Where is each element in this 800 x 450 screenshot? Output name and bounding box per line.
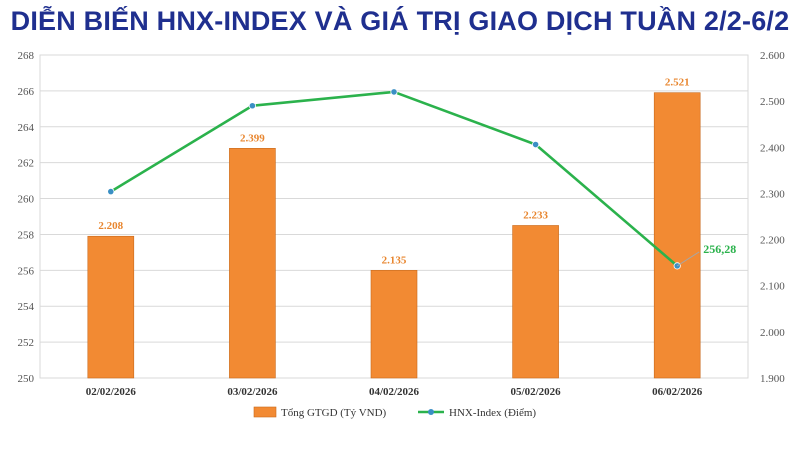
bars-series: 2.208 2.399 2.135 2.233 2.521	[87, 77, 701, 379]
bar	[653, 92, 701, 379]
category-label: 04/02/2026	[369, 386, 420, 398]
right-axis: 1.900 2.000 2.100 2.200 2.300 2.400 2.500 2.600	[760, 50, 785, 385]
left-axis: 250 252 254 256 258 260 262 264 266 268	[18, 50, 35, 385]
right-tick-label: 2.300	[760, 188, 785, 200]
left-tick-label: 268	[18, 50, 35, 62]
legend-label: Tổng GTGD (Tỷ VND)	[281, 407, 387, 419]
bar	[229, 148, 276, 379]
legend-label: HNX-Index (Điểm)	[449, 407, 536, 419]
bar	[87, 235, 135, 379]
legend-swatch-marker	[428, 409, 434, 415]
line-point	[390, 88, 398, 96]
hnx-index-line	[110, 90, 679, 267]
right-tick-label: 1.900	[760, 373, 785, 385]
right-tick-label: 2.500	[760, 96, 785, 108]
callout-leader	[676, 251, 700, 267]
bar	[370, 270, 418, 379]
left-tick-label: 264	[18, 122, 35, 134]
right-tick-label: 2.000	[760, 327, 785, 339]
category-axis: 02/02/2026 03/02/2026 04/02/2026 05/02/2026…	[86, 386, 703, 398]
right-tick-label: 2.100	[760, 281, 785, 293]
bar-data-label: 2.233	[523, 209, 548, 221]
line-point	[107, 187, 115, 196]
right-tick-label: 2.200	[760, 235, 785, 247]
right-tick-label: 2.600	[760, 50, 785, 62]
bar-data-label: 2.135	[382, 254, 407, 266]
line-point	[248, 102, 256, 110]
line-series: 256,28	[107, 88, 736, 270]
line-point	[531, 140, 540, 149]
bar	[512, 225, 559, 379]
category-label: 06/02/2026	[652, 386, 703, 398]
left-tick-label: 254	[18, 301, 35, 313]
bar-data-label: 2.399	[240, 132, 265, 144]
right-tick-label: 2.400	[760, 142, 785, 154]
left-tick-label: 260	[18, 194, 35, 206]
bar-data-label: 2.521	[665, 77, 690, 89]
bar-data-label: 2.208	[98, 220, 123, 232]
category-label: 03/02/2026	[227, 386, 278, 398]
line-data-label: 256,28	[703, 242, 736, 256]
category-label: 05/02/2026	[511, 386, 562, 398]
category-label: 02/02/2026	[86, 386, 137, 398]
left-tick-label: 258	[18, 229, 35, 241]
left-tick-label: 266	[18, 86, 35, 98]
left-tick-label: 256	[18, 265, 35, 277]
chart-title: DIỄN BIẾN HNX-INDEX VÀ GIÁ TRỊ GIAO DỊCH…	[10, 6, 790, 36]
legend: Tổng GTGD (Tỷ VND) HNX-Index (Điểm)	[253, 406, 536, 419]
legend-swatch-bar	[253, 406, 277, 418]
left-tick-label: 262	[18, 158, 35, 170]
left-tick-label: 252	[18, 337, 35, 349]
left-tick-label: 250	[18, 373, 35, 385]
